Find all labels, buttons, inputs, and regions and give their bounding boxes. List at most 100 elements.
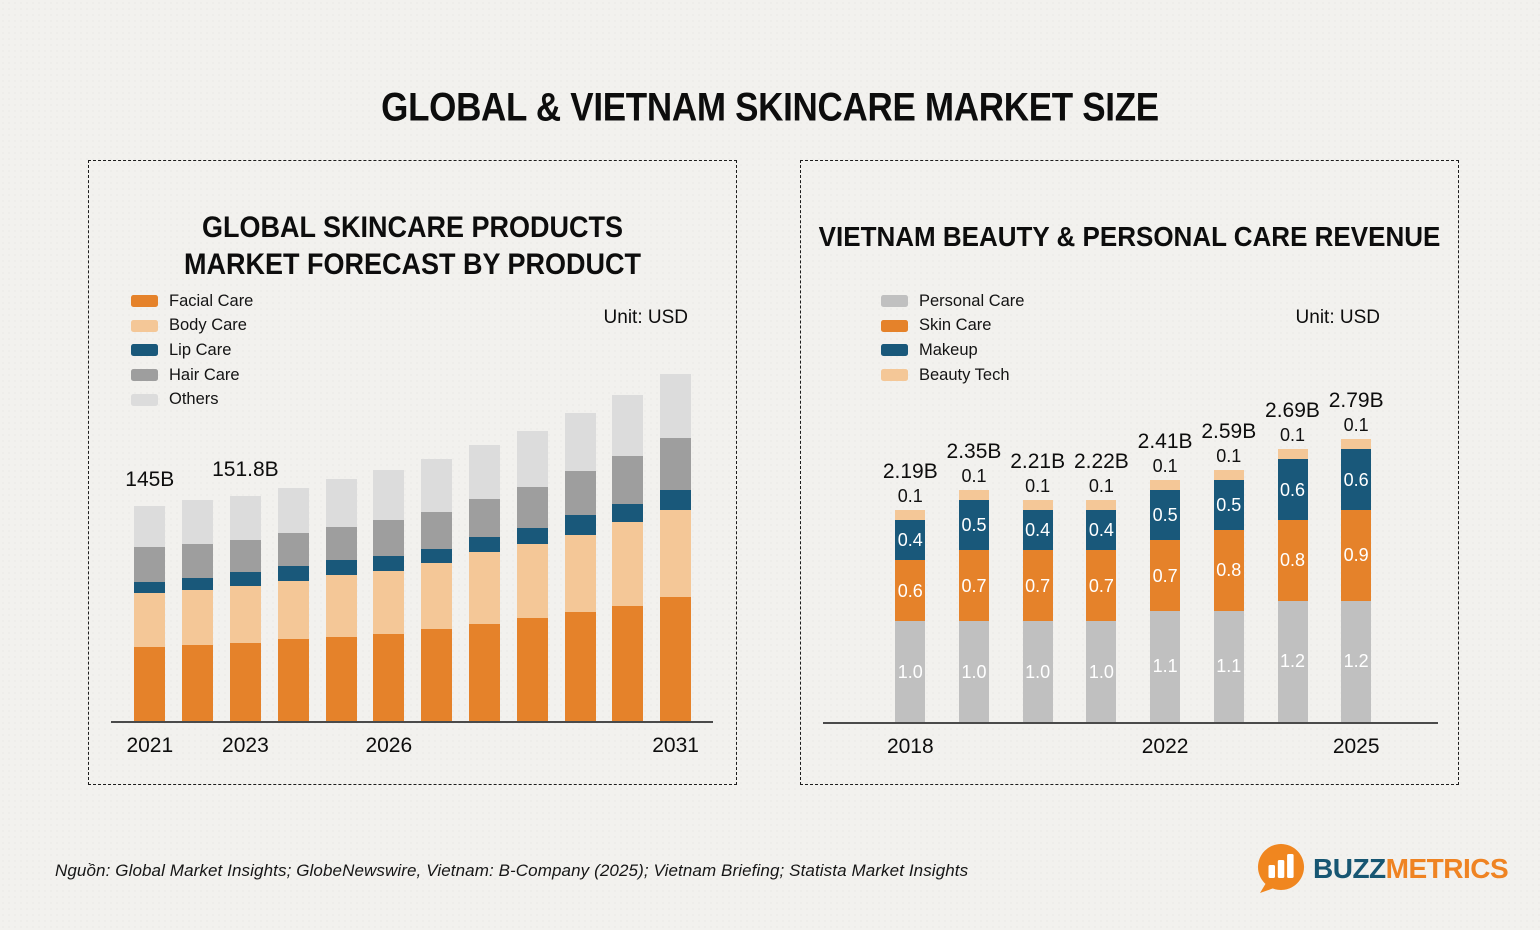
legend-swatch-icon [881,319,908,332]
bar-segment-body-care [516,543,548,618]
bar-segment-personal-care [1022,621,1053,722]
legend-item-hair-care: Hair Care [131,363,253,388]
bar-total-label: 2.21B [1010,449,1066,473]
bar-segment-hair-care [468,499,500,537]
bar-segment-hair-care [277,532,309,566]
x-tick-label-2023: 2023 [222,734,269,757]
segment-value-label: 0.1 [897,485,923,506]
legend-item-makeup: Makeup [881,338,1024,363]
segment-value-label: 0.4 [1088,520,1114,541]
bar-total-label: 2.22B [1073,449,1129,473]
bar-segment-beauty-tech [1213,469,1244,480]
bar-segment-skin-care [1150,540,1181,611]
bar-segment-personal-care [895,621,926,722]
legend-swatch-icon [881,369,908,382]
segment-value-label: 0.7 [961,575,987,596]
left-chart-plot-area: 145B 151.8B 2021 2023 2026 2031 [89,161,736,784]
bar-segment-hair-care [229,539,261,572]
right-chart-legend: Personal Care Skin Care Makeup Beauty Tech [881,289,1024,387]
bar-segment-lip-care [612,503,644,522]
bar-segment-others [229,496,261,540]
bar-segment-others [373,469,405,520]
segment-value-label: 0.1 [1025,475,1051,496]
left-chart-title-line2: MARKET FORECAST BY PRODUCT [183,248,641,281]
segment-value-label: 1.2 [1279,651,1306,672]
bar-annotation-label: 145B [125,468,175,492]
bar-segment-makeup [1213,479,1244,531]
logo-text-buzz: BUZZ [1313,853,1386,884]
x-tick-label-2026: 2026 [365,734,413,757]
bar-segment-facial-care [277,639,309,721]
legend-swatch-icon [131,319,158,332]
x-axis-line [823,722,1438,724]
segment-value-label: 0.1 [1216,445,1242,466]
bar-segment-others [516,430,548,487]
buzzmetrics-logo: BUZZMETRICS [1256,843,1509,895]
legend-item-others: Others [131,387,253,412]
legend-item-facial-care: Facial Care [131,289,253,314]
bar-segment-beauty-tech [1150,479,1181,490]
bar-annotation-label: 151.8B [212,458,279,482]
bar-segment-others [612,395,644,456]
bar-segment-others [325,478,357,527]
segment-value-label: 0.8 [1216,560,1242,581]
legend-swatch-icon [131,295,158,308]
bar-segment-others [468,445,500,500]
bar-segment-beauty-tech [1341,439,1372,450]
legend-label: Lip Care [169,340,232,359]
left-chart-legend: Facial Care Body Care Lip Care Hair Care Oth… [131,289,253,412]
segment-value-label: 0.6 [1343,469,1369,490]
legend-item-lip-care: Lip Care [131,338,253,363]
bar-segment-facial-care [660,596,692,721]
legend-label: Personal Care [919,291,1025,310]
bar-segment-body-care [564,534,596,612]
bar-segment-others [421,459,453,512]
bar-segment-body-care [277,580,309,640]
bar-segment-body-care [660,509,692,597]
legend-label: Body Care [169,316,247,335]
bar-segment-makeup [1341,449,1372,510]
bar-segment-beauty-tech [959,489,989,500]
bar-segment-facial-care [516,617,548,721]
bar-total-label: 2.59B [1201,419,1257,443]
bar-segment-personal-care [1213,610,1244,722]
bar-segment-beauty-tech [895,509,926,520]
bar-segment-lip-care [134,581,166,594]
bar-segment-facial-care [182,645,214,721]
segment-value-label: 1.1 [1216,656,1242,677]
bar-total-label: 2.19B [882,459,938,483]
bar-segment-hair-care [564,471,596,516]
bar-segment-facial-care [468,624,500,721]
legend-item-skin-care: Skin Care [881,314,1024,339]
bar-segment-body-care [229,586,261,643]
bar-segment-skin-care [1277,520,1308,601]
legend-label: Skin Care [919,316,992,335]
segment-value-label: 0.7 [1088,575,1114,596]
bar-segment-lip-care [468,536,500,552]
segment-value-label: 0.1 [1088,475,1114,496]
legend-swatch-icon [881,344,908,357]
legend-item-body-care: Body Care [131,314,253,339]
page-title: GLOBAL & VIETNAM SKINCARE MARKET SIZE [381,85,1159,130]
segment-value-label: 0.1 [961,465,987,486]
bar-segment-facial-care [612,606,644,721]
x-axis-line [111,721,713,723]
x-tick-label-2018: 2018 [886,735,934,758]
bar-segment-facial-care [373,633,405,721]
bar-segment-facial-care [421,628,453,721]
bar-segment-beauty-tech [1086,499,1117,510]
legend-label: Makeup [919,340,978,359]
bar-segment-facial-care [564,611,596,721]
bar-total-label: 2.35B [946,439,1002,463]
bar-segment-lip-care [421,548,453,564]
bar-segment-skin-care [1022,550,1053,621]
bar-segment-hair-care [373,519,405,557]
segment-value-label: 1.0 [897,661,923,682]
legend-swatch-icon [131,369,158,382]
legend-label: Hair Care [169,365,240,384]
bar-segment-others [660,374,692,438]
bar-segment-lip-care [325,560,357,575]
segment-value-label: 0.1 [1343,415,1369,436]
x-tick-label-2021: 2021 [126,734,174,757]
